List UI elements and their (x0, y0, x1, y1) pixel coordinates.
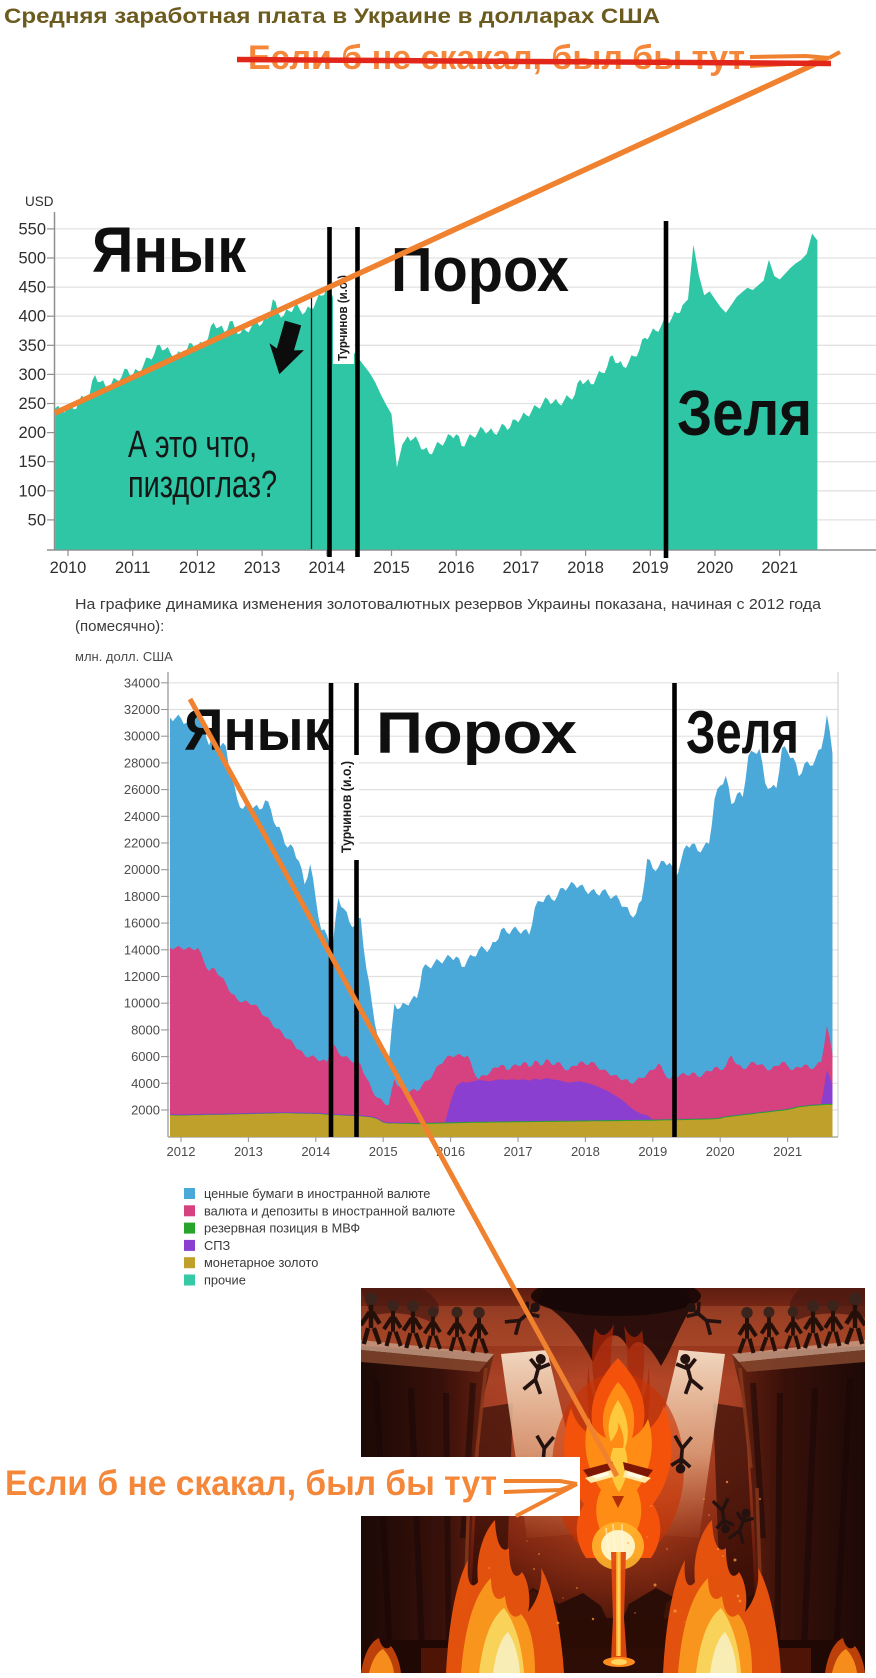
svg-text:500: 500 (18, 250, 46, 268)
svg-text:34000: 34000 (124, 675, 160, 690)
svg-text:млн. долл. США: млн. долл. США (75, 649, 173, 664)
svg-text:Зеля: Зеля (677, 377, 812, 449)
svg-text:2021: 2021 (761, 559, 798, 577)
svg-text:150: 150 (18, 453, 46, 471)
svg-text:А это что,: А это что, (128, 424, 257, 466)
svg-text:100: 100 (18, 482, 46, 500)
svg-text:450: 450 (18, 279, 46, 297)
svg-text:На графике динамика изменения: На графике динамика изменения золотовалю… (75, 596, 822, 613)
svg-text:10000: 10000 (124, 996, 160, 1011)
svg-text:4000: 4000 (131, 1076, 160, 1091)
svg-text:(помесячно):: (помесячно): (75, 618, 164, 635)
svg-text:20000: 20000 (124, 862, 160, 877)
svg-text:14000: 14000 (124, 942, 160, 957)
svg-text:2018: 2018 (571, 1144, 600, 1159)
svg-text:резервная позиция в МВФ: резервная позиция в МВФ (204, 1221, 360, 1236)
svg-text:2021: 2021 (773, 1144, 802, 1159)
svg-text:2015: 2015 (373, 559, 410, 577)
svg-text:валюта и депозиты в иностранно: валюта и депозиты в иностранной валюте (204, 1203, 455, 1218)
svg-text:2013: 2013 (234, 1144, 263, 1159)
svg-text:16000: 16000 (124, 916, 160, 931)
svg-text:монетарное золото: монетарное золото (204, 1255, 318, 1270)
svg-text:6000: 6000 (131, 1049, 160, 1064)
svg-text:2020: 2020 (706, 1144, 735, 1159)
svg-text:Порох: Порох (376, 701, 577, 766)
svg-text:250: 250 (18, 395, 46, 413)
svg-text:200: 200 (18, 424, 46, 442)
svg-text:24000: 24000 (124, 809, 160, 824)
svg-text:32000: 32000 (124, 702, 160, 717)
svg-text:2013: 2013 (244, 559, 281, 577)
svg-text:ценные бумаги в иностранной ва: ценные бумаги в иностранной валюте (204, 1186, 430, 1201)
svg-text:Если б не скакал, был бы тут: Если б не скакал, был бы тут (5, 1464, 497, 1503)
svg-text:прочие: прочие (204, 1273, 246, 1288)
svg-text:2010: 2010 (50, 559, 87, 577)
svg-text:350: 350 (18, 337, 46, 355)
svg-text:2018: 2018 (567, 559, 604, 577)
svg-text:2017: 2017 (504, 1144, 533, 1159)
svg-text:2019: 2019 (638, 1144, 667, 1159)
svg-text:18000: 18000 (124, 889, 160, 904)
svg-text:2000: 2000 (131, 1103, 160, 1118)
svg-text:400: 400 (18, 308, 46, 326)
svg-text:Средняя заработная плата в Укр: Средняя заработная плата в Украине в дол… (4, 5, 660, 28)
svg-text:2014: 2014 (308, 559, 345, 577)
svg-text:8000: 8000 (131, 1022, 160, 1037)
svg-text:пиздоглаз?: пиздоглаз? (128, 464, 277, 506)
svg-text:2011: 2011 (115, 559, 150, 577)
svg-text:2020: 2020 (697, 559, 734, 577)
svg-text:30000: 30000 (124, 729, 160, 744)
svg-text:28000: 28000 (124, 755, 160, 770)
svg-text:Зеля: Зеля (686, 699, 799, 766)
svg-text:26000: 26000 (124, 782, 160, 797)
svg-text:50: 50 (28, 511, 46, 529)
svg-text:550: 550 (18, 220, 46, 238)
svg-text:2012: 2012 (167, 1144, 196, 1159)
svg-text:2016: 2016 (438, 559, 475, 577)
svg-text:2015: 2015 (369, 1144, 398, 1159)
svg-text:СПЗ: СПЗ (204, 1238, 230, 1253)
svg-text:12000: 12000 (124, 969, 160, 984)
svg-text:Янык: Янык (92, 214, 247, 286)
svg-text:2017: 2017 (503, 559, 540, 577)
svg-text:Турчинов (и.о.): Турчинов (и.о.) (336, 275, 350, 361)
svg-text:22000: 22000 (124, 836, 160, 851)
svg-text:2019: 2019 (632, 559, 669, 577)
svg-text:2014: 2014 (301, 1144, 330, 1159)
svg-text:USD: USD (25, 194, 54, 209)
svg-text:2012: 2012 (179, 559, 216, 577)
svg-text:Турчинов (и.о.): Турчинов (и.о.) (339, 761, 354, 853)
svg-text:300: 300 (18, 366, 46, 384)
